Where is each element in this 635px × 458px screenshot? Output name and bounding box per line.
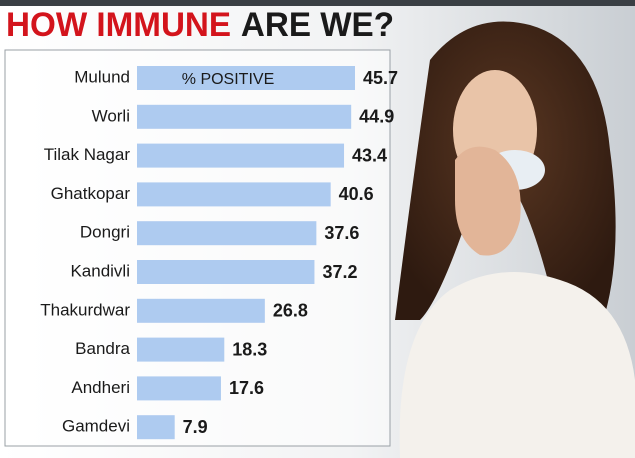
value-label: 37.2: [322, 262, 357, 282]
bar: [137, 221, 317, 246]
value-label: 43.4: [352, 145, 387, 165]
bar: [137, 143, 345, 168]
title-part: HOW IMMUNE: [6, 6, 231, 44]
chart-title: HOW IMMUNE ARE WE?: [6, 6, 394, 44]
bar: [137, 66, 355, 90]
top-strip: [0, 0, 635, 6]
category-label: Ghatkopar: [51, 184, 131, 203]
category-label: Bandra: [75, 339, 130, 358]
bar: [137, 182, 331, 207]
value-label: 18.3: [232, 339, 267, 359]
category-label: Andheri: [71, 378, 130, 397]
category-label: Gamdevi: [62, 417, 130, 436]
value-label: 40.6: [339, 184, 374, 204]
series-label: % POSITIVE: [182, 71, 274, 88]
bar: [137, 260, 315, 284]
value-label: 7.9: [183, 417, 208, 437]
value-label: 17.6: [229, 378, 264, 398]
title-part: ARE WE?: [241, 6, 394, 44]
value-label: 44.9: [359, 107, 394, 127]
bar: [137, 104, 352, 129]
bar: [137, 376, 221, 401]
bar: [137, 415, 175, 440]
category-label: Worli: [92, 106, 130, 125]
category-label: Mulund: [74, 67, 130, 86]
value-label: 26.8: [273, 301, 308, 321]
bar: [137, 298, 265, 323]
value-label: 37.6: [324, 223, 359, 243]
bar: [137, 337, 225, 362]
photo: [395, 21, 635, 458]
category-label: Dongri: [80, 223, 130, 242]
value-label: 45.7: [363, 68, 398, 88]
category-label: Kandivli: [70, 261, 130, 280]
category-label: Tilak Nagar: [44, 145, 131, 164]
category-label: Thakurdwar: [40, 300, 130, 319]
